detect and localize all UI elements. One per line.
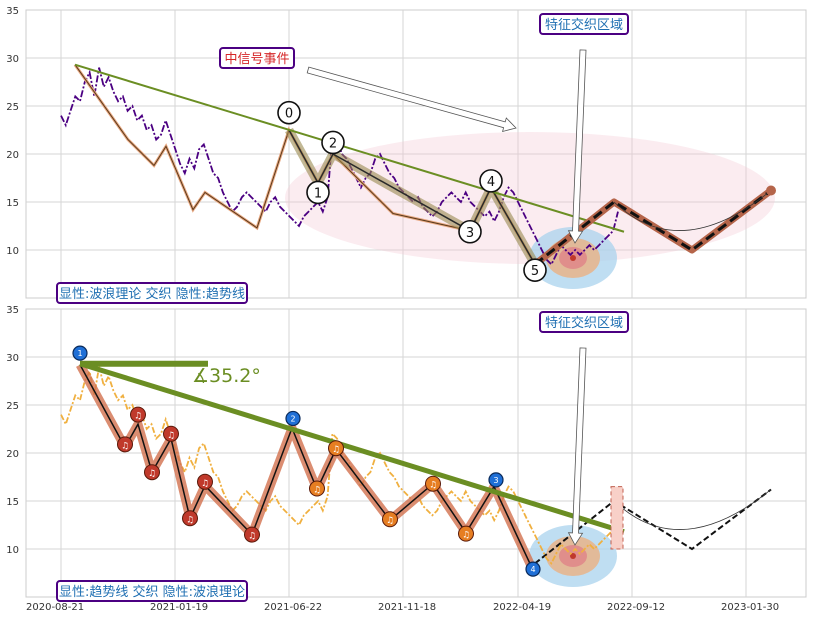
bottom-wave-line — [79, 364, 534, 571]
wave-note-symbol: ♫ — [134, 412, 142, 422]
wave-note-marker — [163, 425, 179, 442]
wave-count-marker — [72, 345, 88, 361]
wave-note-marker — [182, 510, 198, 527]
top-ytick-label: 30 — [6, 54, 19, 65]
wave-number-label: 1 — [314, 186, 322, 201]
xtick-label: 2023-01-30 — [721, 602, 779, 613]
bottom-target-center — [570, 553, 576, 559]
bottom-legend-label-box — [56, 580, 248, 602]
wave-note-symbol: ♫ — [248, 532, 256, 542]
bottom-ytick-label: 15 — [6, 497, 19, 508]
wave-note-symbol: ♫ — [186, 515, 194, 525]
wave-note-marker — [117, 436, 133, 453]
top-feature-label-text: 特征交织区域 — [545, 17, 623, 33]
wave-number-circle — [321, 130, 345, 155]
wave-count-symbol: 4 — [530, 565, 535, 574]
wave-note-marker — [328, 440, 344, 457]
wave-note-marker — [309, 480, 325, 497]
bottom-ytick-label: 25 — [6, 401, 19, 412]
wave-note-symbol: ♫ — [148, 469, 156, 479]
bottom-feature-arrow — [567, 347, 587, 546]
wave-number-label: 3 — [466, 226, 474, 241]
wave-note-symbol: ♫ — [386, 516, 394, 526]
wave-number-label: 0 — [285, 107, 293, 122]
wave-note-marker — [197, 473, 213, 490]
xtick-label: 2021-11-18 — [378, 602, 436, 613]
top-main-wave-line — [288, 129, 536, 265]
top-legend-label-box — [56, 282, 248, 304]
top-legend-label-text: 显性:波浪理论 交织 隐性:趋势线 — [59, 286, 245, 302]
wave-number-circle — [523, 258, 547, 282]
xtick-label: 2021-01-19 — [150, 602, 208, 613]
wave-note-symbol: ♫ — [121, 441, 129, 451]
wave-note-marker — [144, 464, 160, 481]
bottom-projection-curve — [613, 489, 772, 530]
wave-note-marker — [425, 475, 441, 492]
bottom-ytick-label: 35 — [6, 305, 19, 316]
wave-count-symbol: 3 — [493, 476, 498, 485]
wave-number-circle — [479, 169, 503, 193]
wave-number-label: 4 — [487, 175, 495, 190]
xtick-label: 2022-04-19 — [493, 602, 551, 613]
top-projection-curve — [613, 190, 772, 231]
bottom-feature-label-box — [539, 311, 629, 333]
top-ytick-label: 25 — [6, 102, 19, 113]
wave-note-symbol: ♫ — [201, 479, 209, 489]
wave-number-label: 5 — [531, 264, 539, 279]
projection-range-box — [610, 486, 624, 550]
wave-number-circle — [277, 100, 301, 125]
wave-note-symbol: ♫ — [167, 431, 175, 441]
wave-note-symbol: ♫ — [462, 531, 470, 541]
xtick-label: 2021-06-22 — [264, 602, 322, 613]
bottom-ytick-label: 10 — [6, 545, 19, 556]
wave-count-marker — [488, 472, 504, 488]
top-projection-end-dot — [766, 185, 776, 196]
wave-note-marker — [130, 406, 146, 423]
angle-label: ∡35.2° — [192, 365, 261, 387]
event-label-box — [219, 47, 295, 69]
top-trend-line — [74, 63, 625, 233]
wave-count-marker — [285, 410, 301, 427]
xtick-label: 2020-08-21 — [26, 602, 84, 613]
wave-note-marker — [458, 525, 474, 542]
wave-note-marker — [244, 526, 260, 543]
top-feature-label-box — [539, 13, 629, 35]
bottom-ytick-label: 30 — [6, 353, 19, 364]
top-ytick-label: 10 — [6, 246, 19, 257]
bottom-feature-label-text: 特征交织区域 — [545, 315, 623, 331]
wave-number-circle — [306, 180, 330, 205]
event-label-text: 中信号事件 — [224, 52, 289, 67]
grid-layer — [25, 9, 807, 598]
wave-number-circle — [458, 219, 482, 244]
bottom-ytick-label: 20 — [6, 449, 19, 460]
top-ytick-label: 15 — [6, 198, 19, 209]
xtick-label: 2022-09-12 — [607, 602, 665, 613]
event-arrow — [306, 66, 517, 133]
top-ytick-label: 20 — [6, 150, 19, 161]
wave-note-symbol: ♫ — [332, 445, 340, 455]
wave-number-label: 2 — [329, 136, 337, 151]
bottom-trend-line — [79, 361, 625, 535]
wave-count-symbol: 2 — [290, 414, 295, 423]
wave-note-marker — [382, 511, 398, 528]
top-feature-arrow — [567, 49, 587, 244]
wave-note-symbol: ♫ — [313, 486, 321, 496]
wave-count-marker — [525, 561, 541, 577]
wave-count-symbol: 1 — [77, 349, 82, 358]
top-ytick-label: 35 — [6, 6, 19, 17]
top-target-center — [570, 255, 576, 261]
bottom-legend-label-text: 显性:趋势线 交织 隐性:波浪理论 — [59, 584, 245, 600]
wave-note-symbol: ♫ — [429, 481, 437, 491]
